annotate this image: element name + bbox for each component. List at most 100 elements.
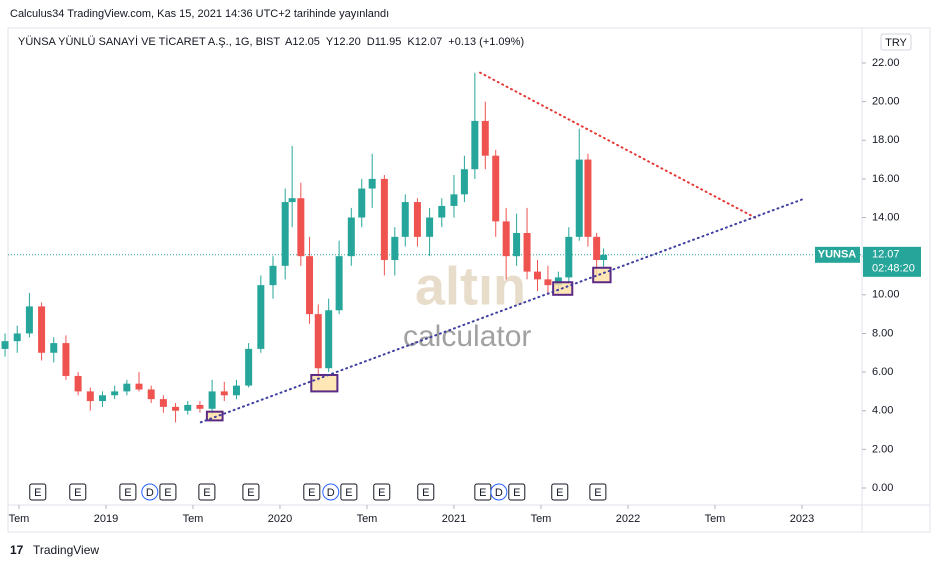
candle-body <box>523 232 531 272</box>
x-tick-label: 2022 <box>616 513 640 525</box>
candle-body <box>288 198 296 203</box>
event-marker <box>490 483 508 501</box>
event-label: D <box>146 487 154 499</box>
candle-body <box>347 217 355 257</box>
event-marker <box>119 483 137 501</box>
candle-body <box>380 178 388 261</box>
candle-body <box>502 221 510 257</box>
candle-body <box>135 383 143 390</box>
event-label: E <box>247 487 254 499</box>
candle-body <box>245 348 253 386</box>
chart-title: YÜNSA YÜNLÜ SANAYİ VE TİCARET A.Ş., 1G, … <box>18 35 280 48</box>
candle-body <box>159 399 167 407</box>
event-marker <box>242 483 260 501</box>
candle-body <box>358 188 366 218</box>
event-label: E <box>378 487 385 499</box>
candle-body <box>438 205 446 218</box>
currency[interactable]: TRY <box>885 37 907 49</box>
candle-body <box>368 178 376 189</box>
candle-body <box>123 383 131 392</box>
event-label: E <box>556 487 563 499</box>
candle-body <box>232 385 240 396</box>
highlight-box <box>205 410 224 422</box>
candle-body <box>544 279 552 286</box>
candle-body <box>401 202 409 237</box>
event-marker <box>303 483 321 501</box>
candle-body <box>208 391 216 409</box>
currency-badge[interactable] <box>880 33 912 51</box>
event-label: E <box>594 487 601 499</box>
event-marker <box>159 483 177 501</box>
event-label: D <box>495 487 503 499</box>
x-tick-label: 2019 <box>94 513 118 525</box>
candle-body <box>62 343 70 376</box>
ohlc-value: D11.95 <box>367 36 402 48</box>
x-tick-label: Tem <box>531 513 552 525</box>
symbol-badge <box>815 246 860 263</box>
y-tick-label: 8.00 <box>872 327 893 339</box>
logo: 17 <box>10 543 24 557</box>
event-label: E <box>308 487 315 499</box>
candle-body <box>450 194 458 206</box>
candle-body <box>533 271 541 280</box>
event-marker <box>340 483 358 501</box>
event-marker <box>141 483 159 501</box>
candle-body <box>335 256 343 311</box>
x-tick-label: Tem <box>9 513 30 525</box>
event-marker <box>29 483 47 501</box>
last-price-label: 12.07 <box>872 249 900 261</box>
watermark: calculator <box>403 320 531 353</box>
frame <box>7 27 931 533</box>
event-label: E <box>479 487 486 499</box>
candle-body <box>492 155 500 222</box>
candle-body <box>391 236 399 261</box>
event-marker <box>198 483 216 501</box>
price-badge <box>863 246 921 277</box>
event-label: E <box>74 487 81 499</box>
x-tick-label: 2023 <box>790 513 814 525</box>
candle-body <box>50 343 58 353</box>
event-marker <box>508 483 526 501</box>
candle-body <box>86 391 94 402</box>
y-tick-label: 20.00 <box>872 96 900 108</box>
x-tick-label: Tem <box>705 513 726 525</box>
event-label: E <box>164 487 171 499</box>
event-label: E <box>513 487 520 499</box>
y-tick-label: 4.00 <box>872 405 893 417</box>
event-marker <box>417 483 435 501</box>
candle-body <box>38 306 46 353</box>
candle-body <box>74 375 82 392</box>
event-label: E <box>203 487 210 499</box>
ohlc-value: K12.07 <box>407 36 442 48</box>
candle-body <box>426 217 434 237</box>
y-tick-label: 18.00 <box>872 134 900 146</box>
candle-body <box>257 285 265 349</box>
x-tick-label: 2020 <box>268 513 292 525</box>
x-tick-label: 2021 <box>442 513 466 525</box>
ohlc-value: Y12.20 <box>326 36 361 48</box>
watermark: altın <box>415 256 526 316</box>
y-tick-label: 22.00 <box>872 57 900 69</box>
y-tick-label: 16.00 <box>872 173 900 185</box>
ohlc-value: +0.13 (+1.09%) <box>448 36 524 48</box>
trendline <box>479 71 758 220</box>
candle-body <box>584 159 592 237</box>
event-marker <box>69 483 87 501</box>
candle-body <box>196 404 204 409</box>
y-tick-label: 0.00 <box>872 482 893 494</box>
countdown: 02:48:20 <box>872 263 915 275</box>
y-tick-label: 10.00 <box>872 289 900 301</box>
event-label: E <box>34 487 41 499</box>
candle-body <box>413 202 421 237</box>
candle-body <box>1 341 9 349</box>
candle-body <box>481 120 489 156</box>
candle-body <box>111 391 119 396</box>
candle-body <box>314 314 322 369</box>
symbol-label: YUNSA <box>818 249 857 261</box>
event-marker <box>551 483 569 501</box>
candle-body <box>147 389 155 400</box>
candle-body <box>471 120 479 170</box>
candle-body <box>575 159 583 237</box>
candle-body <box>297 198 305 257</box>
